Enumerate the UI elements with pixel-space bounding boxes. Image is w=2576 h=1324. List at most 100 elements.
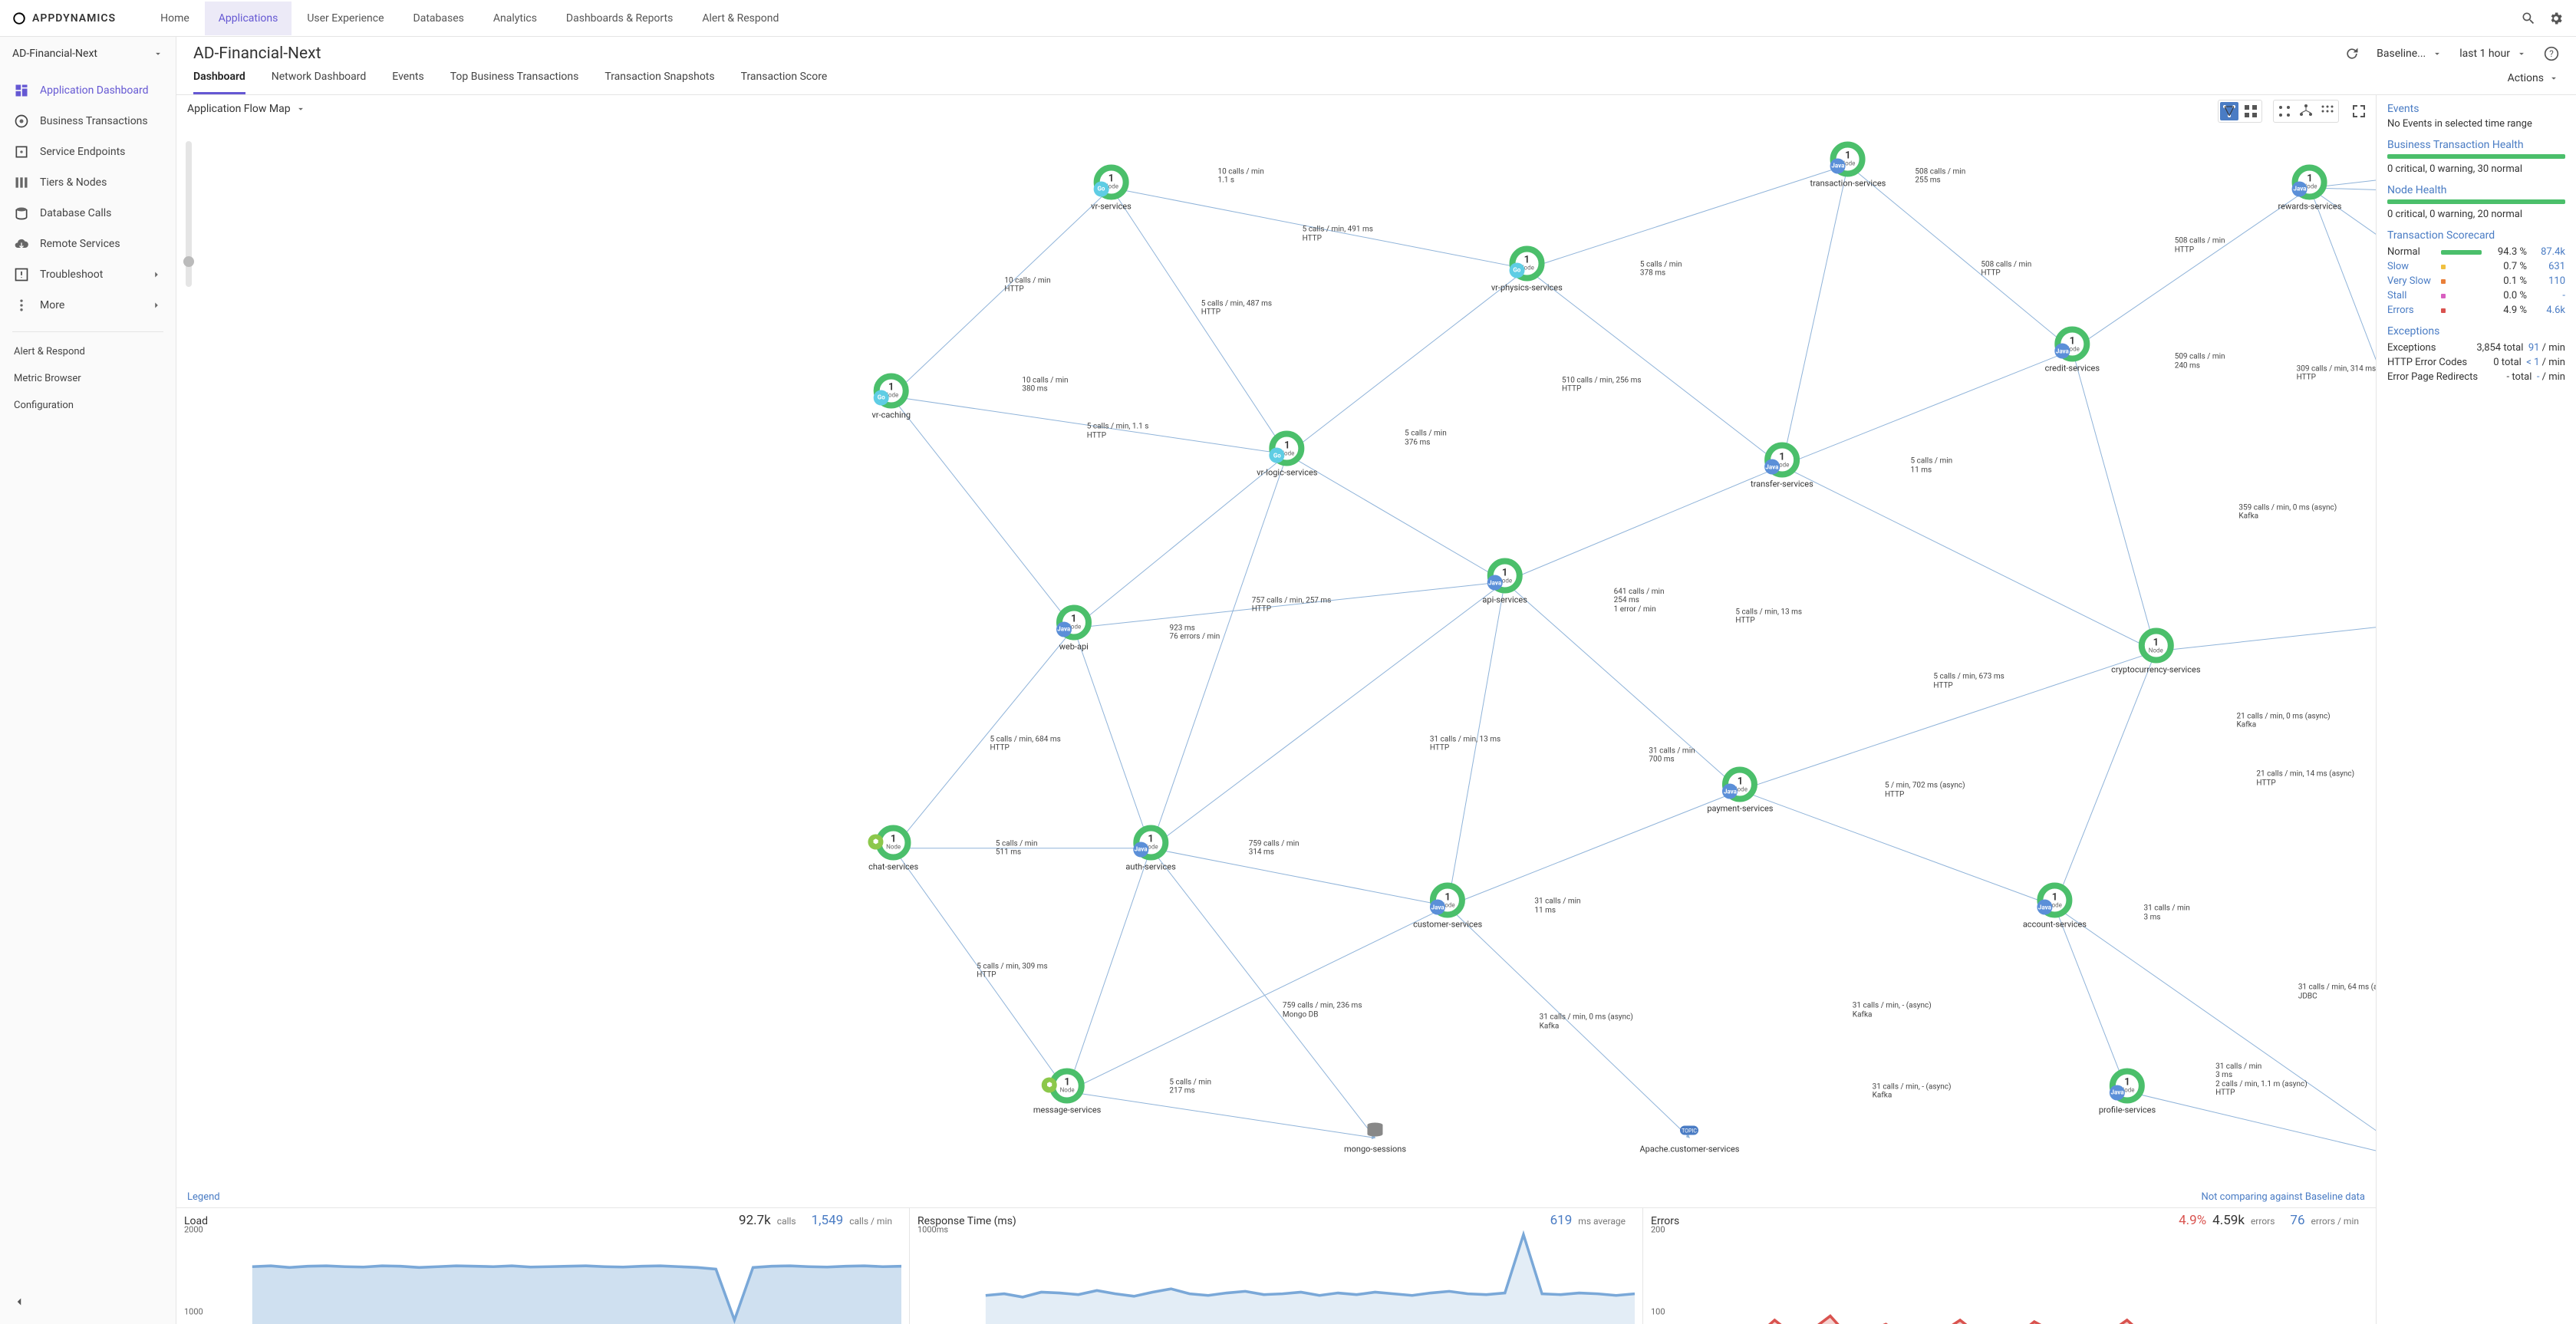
node-label: cryptocurrency-services bbox=[2111, 665, 2200, 675]
node-vr-services[interactable]: 1NodeGovr-services bbox=[1091, 164, 1132, 211]
topnav-analytics[interactable]: Analytics bbox=[479, 2, 551, 35]
fullscreen-icon[interactable] bbox=[2350, 102, 2368, 120]
node-payment-services[interactable]: 1NodeJavapayment-services bbox=[1707, 767, 1773, 814]
node-label: transaction-services bbox=[1810, 178, 1886, 188]
search-icon[interactable] bbox=[2521, 11, 2536, 26]
more-icon bbox=[14, 298, 29, 313]
node-ring: 1NodeJava bbox=[2292, 164, 2327, 199]
flowmap[interactable]: 1NodeGovr-services 1NodeJavatransfer-serv… bbox=[176, 95, 2376, 1207]
sidebar-item-configuration[interactable]: Configuration bbox=[0, 392, 176, 419]
bth-title[interactable]: Business Transaction Health bbox=[2387, 139, 2565, 151]
tsc-title[interactable]: Transaction Scorecard bbox=[2387, 229, 2565, 242]
node-chat-services[interactable]: 1Node⬢chat-services bbox=[868, 825, 918, 871]
topnav-applications[interactable]: Applications bbox=[205, 2, 292, 35]
actions-menu[interactable]: Actions bbox=[2508, 72, 2559, 94]
zoom-slider[interactable] bbox=[186, 141, 192, 287]
db-icon bbox=[1365, 1121, 1386, 1140]
tab-dashboard[interactable]: Dashboard bbox=[193, 71, 245, 94]
topnav-user-experience[interactable]: User Experience bbox=[293, 2, 397, 35]
flowmap-view-icon[interactable] bbox=[2220, 102, 2238, 120]
sidebar-item-metric-browser[interactable]: Metric Browser bbox=[0, 365, 176, 392]
view-mode-group bbox=[2218, 100, 2262, 123]
node-web-api[interactable]: 1NodeJavaweb-api bbox=[1056, 604, 1092, 651]
bth-text: 0 critical, 0 warning, 30 normal bbox=[2387, 163, 2565, 175]
node-ring: 1Node⬢ bbox=[876, 825, 911, 860]
node-auth-services[interactable]: 1NodeJavaauth-services bbox=[1125, 825, 1175, 871]
layout-auto-icon[interactable] bbox=[2275, 102, 2294, 120]
zoom-thumb[interactable] bbox=[183, 256, 194, 267]
main: AD-Financial-Next Baseline... last 1 hou… bbox=[176, 37, 2576, 1324]
sidebar-item-application-dashboard[interactable]: Application Dashboard bbox=[0, 75, 176, 106]
topnav-dashboards-reports[interactable]: Dashboards & Reports bbox=[552, 2, 687, 35]
grid-view-icon[interactable] bbox=[2242, 102, 2260, 120]
node-ring: 1Node⬢ bbox=[1049, 1068, 1085, 1103]
score-row-slow[interactable]: Slow0.7 %631 bbox=[2387, 259, 2565, 274]
collapse-sidebar-icon[interactable] bbox=[12, 1295, 26, 1309]
chart-rt: Response Time (ms) 619ms average 1000ms0… bbox=[910, 1208, 1643, 1324]
node-vr-logic-services[interactable]: 1NodeGovr-logic-services bbox=[1257, 431, 1317, 478]
topnav-databases[interactable]: Databases bbox=[400, 2, 478, 35]
node-message-services[interactable]: 1Node⬢message-services bbox=[1033, 1068, 1101, 1115]
node-credit-services[interactable]: 1NodeJavacredit-services bbox=[2045, 327, 2100, 374]
node-customer-services[interactable]: 1NodeJavacustomer-services bbox=[1413, 883, 1482, 930]
sidebar-item-tiers-nodes[interactable]: Tiers & Nodes bbox=[0, 167, 176, 198]
node-ring: 1NodeJava bbox=[1430, 883, 1465, 918]
tab-top-business-transactions[interactable]: Top Business Transactions bbox=[450, 71, 579, 94]
node-transfer-services[interactable]: 1NodeJavatransfer-services bbox=[1751, 443, 1813, 489]
score-row-stall[interactable]: Stall0.0 %- bbox=[2387, 288, 2565, 303]
layout-tree-icon[interactable] bbox=[2297, 102, 2315, 120]
java-icon: Java bbox=[1487, 575, 1503, 591]
sidebar-footer bbox=[0, 1283, 176, 1324]
node-api-services[interactable]: 1NodeJavaapi-services bbox=[1482, 558, 1527, 605]
tab-network-dashboard[interactable]: Network Dashboard bbox=[272, 71, 367, 94]
exc-title[interactable]: Exceptions bbox=[2387, 325, 2565, 338]
score-row-errors[interactable]: Errors4.9 %4.6k bbox=[2387, 303, 2565, 318]
timerange-selector[interactable]: last 1 hour bbox=[2459, 48, 2527, 60]
endpoint-label: mongo-sessions bbox=[1344, 1145, 1406, 1154]
flowmap-title[interactable]: Application Flow Map bbox=[187, 103, 306, 115]
chevron-down-icon bbox=[153, 48, 163, 59]
gear-icon[interactable] bbox=[2548, 11, 2564, 26]
sidebar-item-troubleshoot[interactable]: Troubleshoot bbox=[0, 259, 176, 290]
exc-row-exceptions: Exceptions3,854 total 91 / min bbox=[2387, 341, 2565, 355]
node-account-services[interactable]: 1NodeJavaaccount-services bbox=[2023, 883, 2087, 930]
sidebar-item-remote-services[interactable]: Remote Services bbox=[0, 229, 176, 259]
baseline-selector[interactable]: Baseline... bbox=[2377, 48, 2443, 60]
events-text: No Events in selected time range bbox=[2387, 118, 2565, 130]
nh-title[interactable]: Node Health bbox=[2387, 184, 2565, 196]
refresh-icon[interactable] bbox=[2344, 46, 2360, 61]
node-rewards-services[interactable]: 1NodeJavarewards-services bbox=[2278, 164, 2342, 211]
events-title[interactable]: Events bbox=[2387, 103, 2565, 115]
tab-events[interactable]: Events bbox=[392, 71, 423, 94]
node-transaction-services[interactable]: 1NodeJavatransaction-services bbox=[1810, 141, 1886, 188]
legend-link[interactable]: Legend bbox=[187, 1191, 220, 1203]
app-selector[interactable]: AD-Financial-Next bbox=[0, 37, 176, 71]
node-vr-caching[interactable]: 1NodeGovr-caching bbox=[871, 373, 911, 420]
node-label: vr-services bbox=[1091, 201, 1132, 211]
java-icon: Java bbox=[1133, 841, 1148, 857]
topnav-home[interactable]: Home bbox=[147, 2, 203, 35]
sidebar-item-database-calls[interactable]: Database Calls bbox=[0, 198, 176, 229]
sidebar-item-service-endpoints[interactable]: Service Endpoints bbox=[0, 137, 176, 167]
topnav-alert-respond[interactable]: Alert & Respond bbox=[688, 2, 792, 35]
sidebar-item-more[interactable]: More bbox=[0, 290, 176, 321]
sidebar-secondary: Alert & RespondMetric BrowserConfigurati… bbox=[0, 338, 176, 419]
node-vr-physics-services[interactable]: 1NodeGovr-physics-services bbox=[1491, 245, 1563, 292]
tab-transaction-score[interactable]: Transaction Score bbox=[741, 71, 828, 94]
bth-bar bbox=[2387, 154, 2565, 159]
endpoint-mongo-sessions[interactable]: mongo-sessions bbox=[1344, 1121, 1406, 1154]
sidebar-item-business-transactions[interactable]: Business Transactions bbox=[0, 106, 176, 137]
timerange-label: last 1 hour bbox=[2459, 48, 2510, 60]
endpoint-Apache.customer-services[interactable]: TOPICApache.customer-services bbox=[1639, 1121, 1739, 1154]
score-row-very-slow[interactable]: Very Slow0.1 %110 bbox=[2387, 274, 2565, 288]
flowmap-toolbar bbox=[2218, 100, 2368, 123]
node-profile-services[interactable]: 1NodeJavaprofile-services bbox=[2099, 1068, 2156, 1115]
help-icon[interactable]: ? bbox=[2544, 46, 2559, 61]
layout-grid-icon[interactable] bbox=[2318, 102, 2337, 120]
node-label: account-services bbox=[2023, 920, 2087, 930]
sidebar-item-alert-respond[interactable]: Alert & Respond bbox=[0, 338, 176, 365]
tab-transaction-snapshots[interactable]: Transaction Snapshots bbox=[604, 71, 714, 94]
brand-logo[interactable]: APPDYNAMICS bbox=[12, 12, 116, 25]
node-cryptocurrency-services[interactable]: 1Nodecryptocurrency-services bbox=[2111, 628, 2200, 675]
chevron-down-icon bbox=[295, 104, 306, 114]
